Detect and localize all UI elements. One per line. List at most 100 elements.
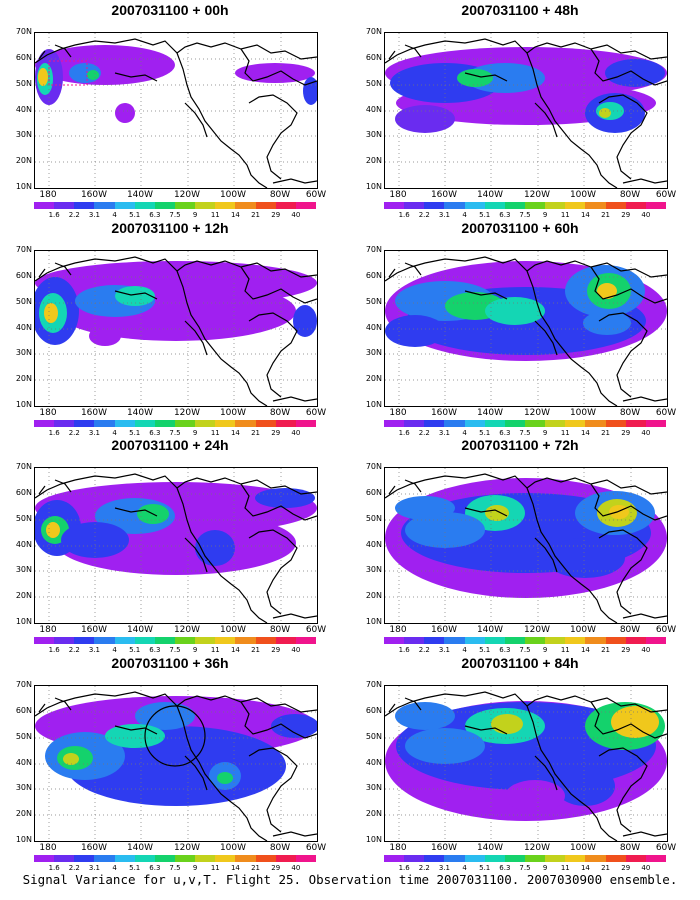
longitude-label: 120W bbox=[523, 190, 551, 200]
latitude-label: 10N bbox=[365, 182, 382, 191]
colorbar bbox=[384, 420, 666, 427]
coastline bbox=[534, 537, 558, 573]
shaded-region bbox=[44, 303, 58, 323]
colorbar-swatch bbox=[585, 202, 606, 209]
shaded-region bbox=[271, 714, 317, 738]
longitude-label: 100W bbox=[569, 625, 597, 635]
shaded-region bbox=[115, 286, 155, 306]
latitude-label: 70N bbox=[365, 462, 382, 471]
coastline bbox=[35, 473, 268, 623]
colorbar-swatch bbox=[235, 420, 256, 427]
latitude-label: 20N bbox=[365, 591, 382, 600]
colorbar-label: 5.1 bbox=[479, 646, 491, 654]
colorbar-swatch bbox=[404, 637, 425, 644]
colorbar-label: 4 bbox=[462, 646, 467, 654]
panel-title: 2007031100 + 48h bbox=[461, 2, 579, 18]
longitude-label: 100W bbox=[219, 843, 247, 853]
coastline bbox=[598, 94, 648, 180]
colorbar bbox=[384, 637, 666, 644]
colorbar-label: 9 bbox=[542, 211, 548, 219]
coastline bbox=[598, 312, 648, 398]
colorbar-label: 5.1 bbox=[129, 429, 141, 437]
latitude-label: 10N bbox=[15, 400, 32, 409]
variance-field bbox=[385, 33, 667, 188]
panel-title: 2007031100 + 00h bbox=[111, 2, 229, 18]
latitude-label: 40N bbox=[15, 758, 32, 767]
shaded-region bbox=[485, 297, 545, 325]
longitude-label: 180 bbox=[389, 843, 407, 853]
shaded-region bbox=[465, 63, 545, 93]
coastline bbox=[114, 72, 158, 82]
longitude-label: 100W bbox=[569, 843, 597, 853]
latitude-label: 10N bbox=[15, 617, 32, 626]
colorbar-label: 11 bbox=[210, 864, 220, 872]
colorbar-label: 9 bbox=[192, 429, 198, 437]
panel-title: 2007031100 + 84h bbox=[461, 655, 579, 671]
colorbar-label: 11 bbox=[210, 429, 220, 437]
colorbar-swatch bbox=[195, 420, 216, 427]
variance-field bbox=[35, 251, 317, 406]
longitude-label: 60W bbox=[655, 190, 677, 200]
coastline bbox=[184, 102, 208, 138]
coastline bbox=[622, 831, 667, 837]
latitude-label: 10N bbox=[15, 835, 32, 844]
coastline bbox=[176, 260, 317, 278]
colorbar-swatch bbox=[565, 855, 586, 862]
colorbar-label: 3.1 bbox=[438, 864, 450, 872]
longitude-label: 160W bbox=[430, 408, 458, 418]
colorbar-swatch bbox=[34, 202, 55, 209]
colorbar-label: 4 bbox=[462, 211, 467, 219]
colorbar-swatch bbox=[154, 202, 175, 209]
longitude-label: 100W bbox=[219, 190, 247, 200]
colorbar-swatch bbox=[94, 855, 115, 862]
latitude-label: 40N bbox=[365, 105, 382, 114]
shaded-region bbox=[395, 702, 455, 730]
longitude-label: 160W bbox=[430, 190, 458, 200]
coastline bbox=[114, 507, 158, 517]
shaded-region bbox=[255, 488, 315, 508]
map-panel: 2007031100 + 24h 70N 60N 50N 40N 30N 20N 10N 180… bbox=[0, 435, 340, 655]
latitude-label: 10N bbox=[365, 617, 382, 626]
map-panel: 2007031100 + 72h 70N 60N 50N 40N 30N 20N 10N 180… bbox=[350, 435, 690, 655]
coastline bbox=[598, 747, 648, 833]
coastline bbox=[388, 479, 422, 495]
colorbar-swatch bbox=[384, 637, 405, 644]
coastline bbox=[272, 613, 317, 619]
colorbar-label: 6.3 bbox=[499, 429, 511, 437]
colorbar-label: 14 bbox=[230, 864, 240, 872]
coastline bbox=[114, 290, 158, 300]
shaded-region bbox=[385, 315, 445, 347]
colorbar-label: 29 bbox=[621, 864, 631, 872]
shaded-region bbox=[457, 69, 493, 87]
coastline bbox=[464, 507, 508, 517]
coastline bbox=[534, 102, 558, 138]
latitude-label: 40N bbox=[15, 540, 32, 549]
colorbar-label: 4 bbox=[112, 646, 117, 654]
colorbar-swatch bbox=[54, 855, 75, 862]
map-plot-area bbox=[384, 685, 668, 842]
colorbar-label: 2.2 bbox=[68, 646, 80, 654]
coastline bbox=[534, 755, 558, 791]
coastline bbox=[388, 697, 422, 713]
shaded-region bbox=[583, 311, 631, 335]
colorbar-swatch bbox=[585, 420, 606, 427]
colorbar-swatch bbox=[74, 202, 95, 209]
longitude-label: 160W bbox=[430, 843, 458, 853]
colorbar-swatch bbox=[444, 202, 465, 209]
longitude-label: 180 bbox=[39, 843, 57, 853]
shaded-region bbox=[115, 103, 135, 123]
colorbar-swatch bbox=[174, 855, 196, 862]
colorbar-label: 21 bbox=[601, 211, 611, 219]
map-plot-area bbox=[384, 32, 668, 189]
panel-title: 2007031100 + 72h bbox=[461, 437, 579, 453]
coastline bbox=[590, 266, 667, 304]
colorbar-label: 11 bbox=[560, 211, 570, 219]
colorbar-label: 3.1 bbox=[438, 429, 450, 437]
latitude-label: 60N bbox=[15, 53, 32, 62]
latitude-label: 40N bbox=[365, 323, 382, 332]
latitude-label: 30N bbox=[15, 130, 32, 139]
coastline bbox=[385, 473, 618, 623]
colorbar-swatch bbox=[174, 637, 196, 644]
colorbar-swatch bbox=[215, 420, 236, 427]
map-panel: 2007031100 + 60h 70N 60N 50N 40N 30N 20N 10N 180… bbox=[350, 218, 690, 438]
